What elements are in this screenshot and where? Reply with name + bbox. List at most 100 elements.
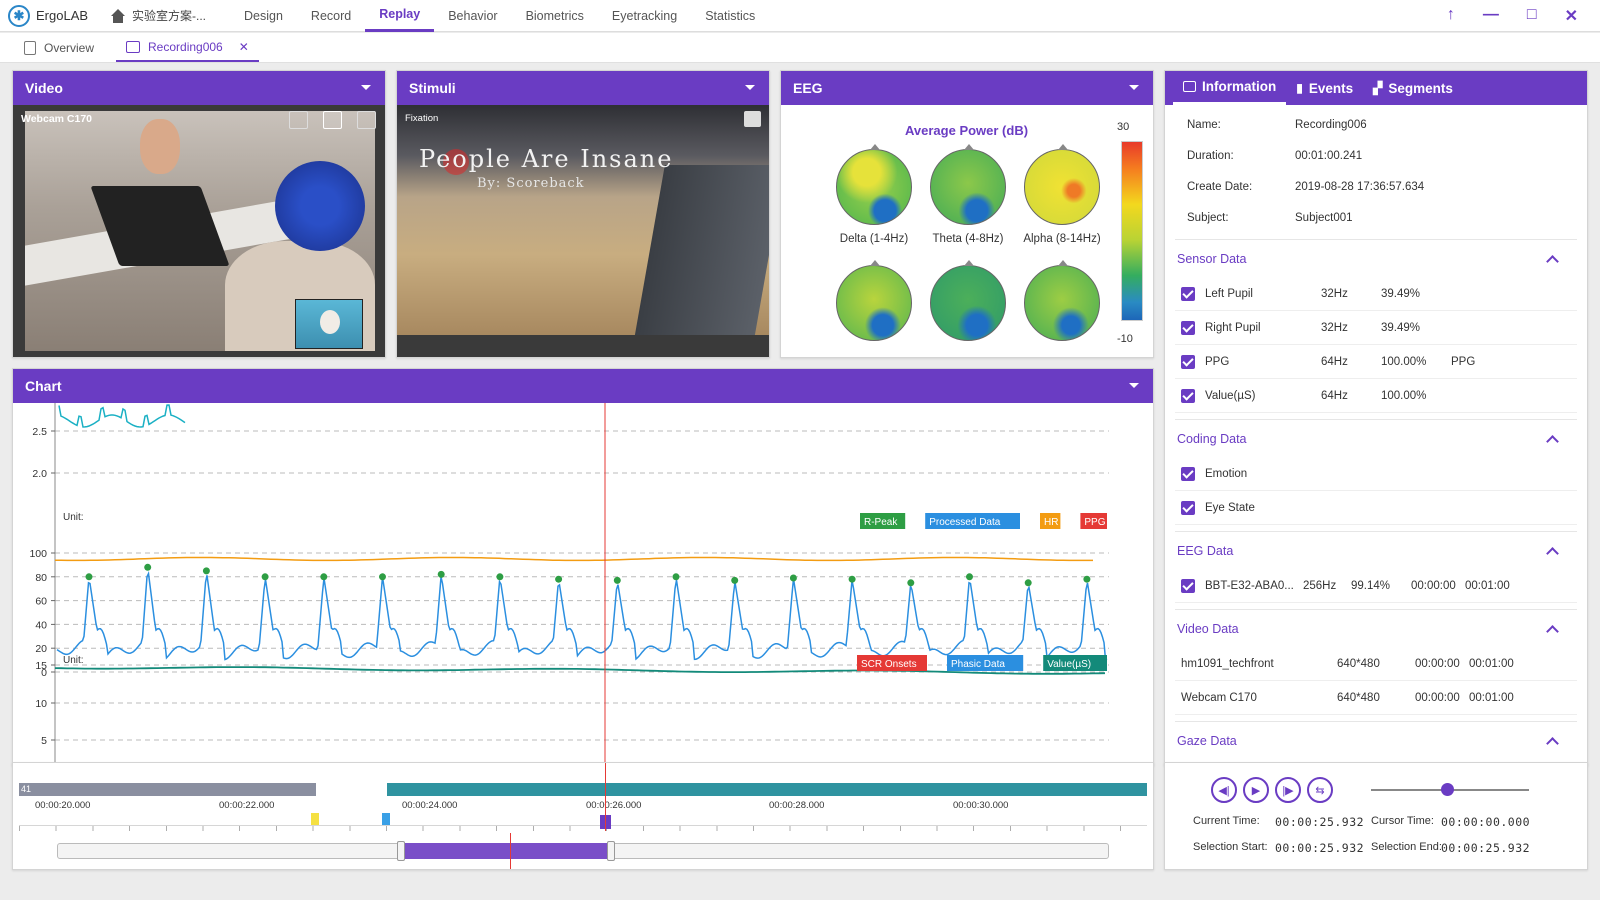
segment-bar-2[interactable] [387,783,1147,796]
layout-pip-icon[interactable] [323,111,342,129]
layout-split-icon[interactable] [357,111,376,129]
coding-data-section[interactable]: Coding Data [1175,419,1577,457]
eeg-end: 00:01:00 [1465,579,1510,592]
sensor-extra: PPG [1451,355,1476,368]
nav-record[interactable]: Record [310,8,352,23]
info-subject-row: Subject: Subject001 [1175,202,1577,233]
sensor-data-title: Sensor Data [1177,251,1247,266]
chart-menu-caret-icon[interactable] [1129,383,1139,388]
video-file-name: Webcam C170 [1181,691,1257,704]
next-icon[interactable]: |▶ [1275,777,1301,803]
video-menu-caret-icon[interactable] [361,85,371,90]
tab-recording006[interactable]: Recording006 ✕ [116,34,259,62]
info-name-value: Recording006 [1295,118,1367,131]
video-resolution: 640*480 [1337,691,1380,704]
sensor-data-section[interactable]: Sensor Data [1175,239,1577,277]
video-end: 00:01:00 [1469,657,1514,670]
collapse-coding-icon[interactable] [1546,434,1559,448]
eeg-topomap-4[interactable] [836,260,912,341]
eeg-rate: 256Hz [1303,579,1337,592]
ppg-tick-label: 100 [29,548,47,560]
segment-bar-1[interactable]: 41 [19,783,316,796]
tab-overview[interactable]: Overview [14,34,104,62]
segment-label: 41 [21,784,32,794]
upload-icon[interactable]: ↑ [1446,5,1455,23]
nav-design[interactable]: Design [244,8,283,23]
video-data-row[interactable]: hm1091_techfront 640*480 00:00:00 00:01:00 [1175,647,1577,681]
r-peak-point [496,573,504,581]
sensor-checkbox[interactable] [1181,320,1195,335]
play-icon[interactable]: ▶ [1243,777,1269,803]
coding-checkbox[interactable] [1181,466,1195,481]
sensor-checkbox[interactable] [1181,354,1195,369]
eeg-scale-max: 30 [1117,121,1130,133]
tab-information[interactable]: Information [1173,71,1287,105]
sensor-name: PPG [1205,355,1230,368]
coding-checkbox[interactable] [1181,500,1195,515]
timeline-ruler[interactable] [19,825,1147,831]
collapse-eeg-icon[interactable] [1546,546,1559,560]
volume-slider-knob[interactable] [1441,783,1454,796]
info-subject-value: Subject001 [1295,211,1353,224]
eeg-topomap-theta[interactable] [930,144,1006,225]
gaze-data-section[interactable]: Gaze Data [1175,721,1577,759]
eeg-menu-caret-icon[interactable] [1129,85,1139,90]
video-data-row[interactable]: Webcam C170 640*480 00:00:00 00:01:00 [1175,681,1577,715]
video-data-section[interactable]: Video Data [1175,609,1577,647]
project-home[interactable]: 实验室方案-... [110,7,230,24]
nav-eyetracking[interactable]: Eyetracking [611,8,678,23]
selection-end-handle[interactable] [607,841,615,861]
eeg-checkbox[interactable] [1181,578,1195,593]
close-icon[interactable]: ✕ [1564,7,1578,25]
eeg-topomap-5[interactable] [930,260,1006,341]
chart-svg[interactable]: 2.5 2.0 100 80 60 40 20 015 10 5 Unit: Unit: R-Pe… [13,403,1153,765]
marker-blue-icon[interactable] [382,813,390,825]
sensor-rate: 64Hz [1321,355,1348,368]
nav-behavior[interactable]: Behavior [448,8,498,23]
selection-start-handle[interactable] [397,841,405,861]
stimuli-menu-caret-icon[interactable] [745,85,755,90]
r-peak-point [672,573,680,581]
pupil-tick-label: 2.0 [32,468,47,480]
close-tab-icon[interactable]: ✕ [238,40,249,54]
video-player[interactable]: Webcam C170 [13,105,385,357]
tab-overview-label: Overview [44,41,95,55]
overlay-toggle-icon[interactable] [744,111,761,127]
tab-events[interactable]: ▮ Events [1286,71,1363,105]
maximize-icon[interactable]: □ [1526,5,1537,23]
r-peak-point [1024,579,1032,587]
stimuli-player[interactable]: People Are Insane By: Scoreback Fixation [397,105,769,357]
info-duration-row: Duration: 00:01:00.241 [1175,140,1577,171]
coding-data-title: Coding Data [1177,431,1247,446]
chart-area[interactable]: 2.5 2.0 100 80 60 40 20 0 15 10 5 Unit: Unit: R-Pe… [13,403,1153,765]
stimulus-frame: People Are Insane By: Scoreback [397,105,769,335]
project-name: 实验室方案-... [132,9,206,23]
video-start: 00:00:00 [1415,657,1460,670]
layout-full-icon[interactable] [289,111,308,129]
nav-statistics[interactable]: Statistics [705,8,756,23]
brand[interactable]: ✱ ErgoLAB [0,4,110,27]
sensor-name: Value(µS) [1205,389,1256,402]
sensor-checkbox[interactable] [1181,286,1195,301]
eeg-data-section[interactable]: EEG Data [1175,531,1577,569]
collapse-gaze-icon[interactable] [1546,736,1559,750]
collapse-sensor-icon[interactable] [1546,254,1559,268]
gsr-tick-label: 15 [35,660,47,672]
nav-replay[interactable]: Replay [365,0,435,32]
eeg-topomap-delta[interactable] [836,144,912,225]
eeg-topomap-6[interactable] [1024,260,1100,341]
r-peak-point [907,579,915,587]
collapse-video-icon[interactable] [1546,624,1559,638]
sensor-checkbox[interactable] [1181,388,1195,403]
picture-in-picture[interactable] [295,299,363,349]
previous-icon[interactable]: ◀| [1211,777,1237,803]
minimize-icon[interactable]: — [1482,5,1499,23]
loop-icon[interactable]: ⇆ [1307,777,1333,803]
marker-yellow-icon[interactable] [311,813,319,825]
nav-biometrics[interactable]: Biometrics [525,8,584,23]
stimuli-panel: Stimuli People Are Insane By: Scoreback … [396,70,770,358]
eeg-topomap-alpha[interactable] [1024,144,1100,225]
timeline-selection-range[interactable] [401,843,611,859]
tab-segments[interactable]: ▞ Segments [1363,71,1463,105]
ppg-legend: R-Peak Processed Data HR PPG [860,513,1107,529]
